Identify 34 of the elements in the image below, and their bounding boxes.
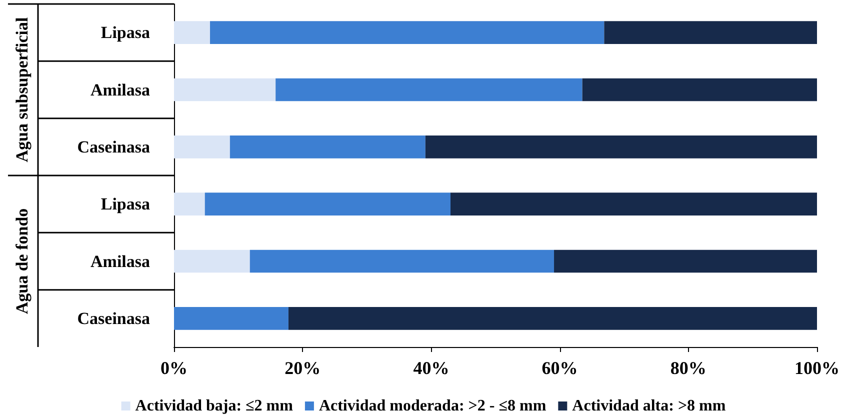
y-tick-label: Amilasa <box>90 252 150 271</box>
x-tick-label: 80% <box>670 358 706 378</box>
legend-label: Actividad baja: ≤2 mm <box>135 398 294 414</box>
bar <box>554 250 817 273</box>
bar <box>210 21 604 44</box>
x-tick-label: 60% <box>542 358 578 378</box>
bar <box>204 192 450 216</box>
y-tick-label: Amilasa <box>90 80 150 100</box>
bar <box>604 21 817 44</box>
text: Agua de fondo <box>12 208 32 314</box>
y-tick-label: Caseinasa <box>77 137 150 156</box>
bar <box>174 306 288 330</box>
bar <box>450 192 817 216</box>
x-tick-label: 100% <box>794 358 840 378</box>
bar <box>276 78 582 102</box>
bar <box>174 135 230 158</box>
x-tick-label: 40% <box>413 358 450 378</box>
legend-label: Actividad alta: >8 mm <box>572 398 726 414</box>
x-tick-label: 20% <box>284 358 321 378</box>
bar <box>582 78 817 102</box>
bar <box>288 306 817 330</box>
y-tick-label: Caseinasa <box>77 308 150 328</box>
bar <box>174 250 250 273</box>
x-tick-label: 0% <box>160 358 188 378</box>
bar <box>174 78 276 102</box>
y-tick-label: Lipasa <box>100 23 150 42</box>
bar <box>230 135 426 158</box>
legend-label: Actividad moderada: >2 - ≤8 mm <box>318 398 547 414</box>
bar <box>174 21 210 44</box>
bar <box>250 250 554 273</box>
bar <box>425 135 817 158</box>
bar <box>174 192 205 216</box>
text: Agua subsuperficial <box>12 16 32 162</box>
y-tick-label: Lipasa <box>100 194 150 214</box>
